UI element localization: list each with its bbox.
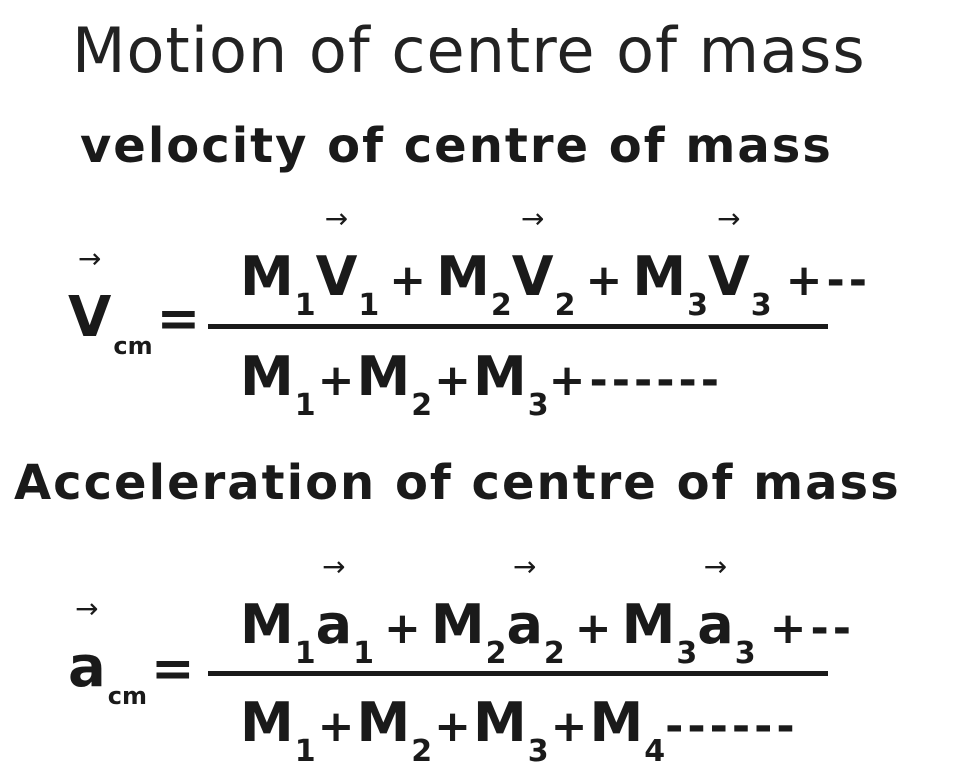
numerator-term: M3 → V3: [632, 202, 772, 324]
vector-arrow-icon: →: [322, 550, 346, 583]
denominator-continuation: +------: [548, 355, 724, 406]
acceleration-denominator: M1+M2+M3+M4------: [240, 691, 799, 769]
equals-sign: =: [156, 289, 201, 349]
plus-sign: +: [434, 701, 471, 752]
numerator-term: M1 → a1: [240, 550, 374, 672]
velocity-formula: → Vcm= M1 → V1 + M2 → V2 + M3 → V3 +-- M1+M2+M3+----…: [0, 205, 955, 435]
acceleration-lhs: → acm=: [68, 595, 195, 711]
velocity-symbol: V: [68, 285, 112, 350]
fraction-line: [208, 671, 828, 676]
acceleration-subscript: cm: [107, 682, 148, 710]
acceleration-formula: → acm= M1 → a1 + M2 → a2 + M3 → a3 +-- M1+M2+M3+M4--…: [0, 550, 955, 781]
fraction-line: [208, 324, 828, 329]
page-title: Motion of centre of mass: [72, 14, 866, 87]
vector-arrow-icon: →: [324, 202, 349, 235]
vector-arrow-icon: →: [520, 202, 545, 235]
plus-sign: +: [434, 355, 471, 406]
plus-sign: +: [317, 355, 355, 406]
velocity-numerator: M1 → V1 + M2 → V2 + M3 → V3 +--: [240, 202, 872, 324]
numerator-term: M2 → V2: [436, 202, 576, 324]
numerator-continuation: +--: [769, 603, 855, 654]
numerator-continuation: +--: [785, 255, 872, 306]
plus-sign: +: [585, 255, 623, 306]
acceleration-numerator: M1 → a1 + M2 → a2 + M3 → a3 +--: [240, 550, 855, 672]
vector-arrow-icon: →: [717, 202, 741, 235]
plus-sign: +: [550, 701, 588, 752]
acceleration-heading: Acceleration of centre of mass: [14, 455, 901, 511]
velocity-cm-vector: → V: [68, 245, 112, 351]
velocity-lhs: → Vcm=: [68, 245, 201, 361]
plus-sign: +: [383, 603, 421, 654]
numerator-term: M2 → a2: [430, 550, 565, 672]
velocity-subscript: cm: [113, 332, 153, 360]
plus-sign: +: [574, 603, 612, 654]
numerator-term: M1 → V1: [240, 202, 380, 324]
velocity-denominator: M1+M2+M3+------: [240, 345, 724, 423]
plus-sign: +: [389, 255, 427, 306]
vector-arrow-icon: →: [75, 592, 99, 625]
plus-sign: +: [317, 701, 355, 752]
acceleration-cm-vector: → a: [68, 595, 106, 701]
vector-arrow-icon: →: [512, 550, 537, 583]
numerator-term: M3 → a3: [621, 550, 756, 672]
acceleration-symbol: a: [68, 635, 106, 700]
velocity-heading: velocity of centre of mass: [80, 118, 833, 174]
vector-arrow-icon: →: [703, 550, 728, 583]
vector-arrow-icon: →: [77, 242, 102, 275]
denominator-continuation: ------: [665, 701, 799, 752]
equals-sign: =: [151, 639, 195, 699]
